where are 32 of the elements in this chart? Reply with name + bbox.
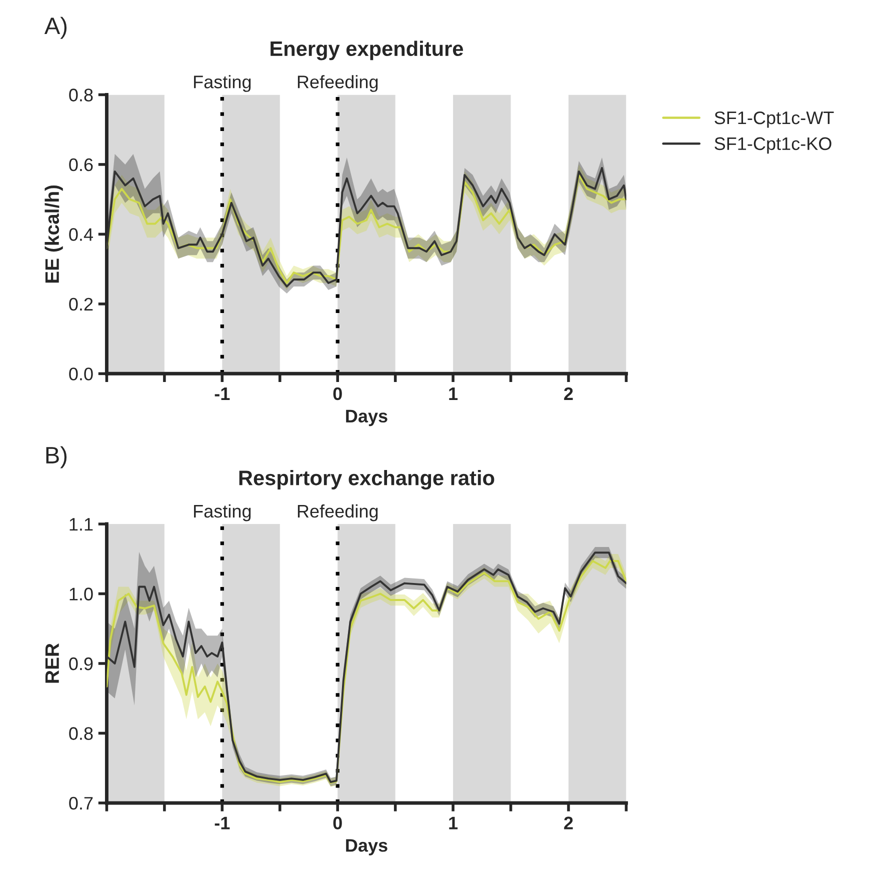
x-tick-label: 0 (333, 387, 342, 400)
y-tick-label: 0.0 (69, 368, 93, 380)
ref-line-label: Fasting (194, 504, 251, 522)
x-axis-title: Days (346, 839, 388, 856)
y-tick-label: 0.8 (69, 727, 93, 740)
y-tick-label: 0.9 (69, 657, 93, 670)
x-tick-label: 2 (564, 387, 573, 400)
chart-title: Respirtory exchange ratio (239, 470, 494, 490)
ref-line-label: Refeeding (298, 75, 378, 92)
ref-line-label: Fasting (194, 75, 251, 92)
y-tick-label: 1.1 (70, 518, 93, 531)
x-tick-label: 0 (333, 816, 342, 830)
chart-title: Energy expenditure (270, 40, 464, 60)
y-tick-label: 0.8 (69, 88, 93, 102)
y-axis-title: RER (45, 643, 59, 683)
legend-label: SF1-Cpt1c-KO (714, 137, 832, 154)
y-tick-label: 0.4 (69, 228, 93, 241)
x-tick-label: -1 (214, 388, 230, 400)
x-axis-title: Days (346, 410, 388, 426)
text: B) (46, 446, 67, 468)
y-tick-label: 0.7 (69, 796, 93, 810)
y-tick-label: 1.0 (70, 588, 93, 600)
text: A) (44, 16, 67, 39)
ref-line-label: Refeeding (298, 504, 378, 522)
y-axis-title: EE (kcal/h) (44, 185, 63, 283)
x-tick-label: 1 (449, 816, 458, 830)
y-tick-label: 0.2 (69, 298, 93, 311)
y-tick-label: 0.6 (69, 158, 93, 172)
x-tick-label: 1 (449, 388, 458, 400)
legend-label: SF1-Cpt1c-WT (714, 111, 834, 128)
x-tick-label: -1 (214, 816, 230, 830)
x-tick-label: 2 (564, 816, 573, 830)
